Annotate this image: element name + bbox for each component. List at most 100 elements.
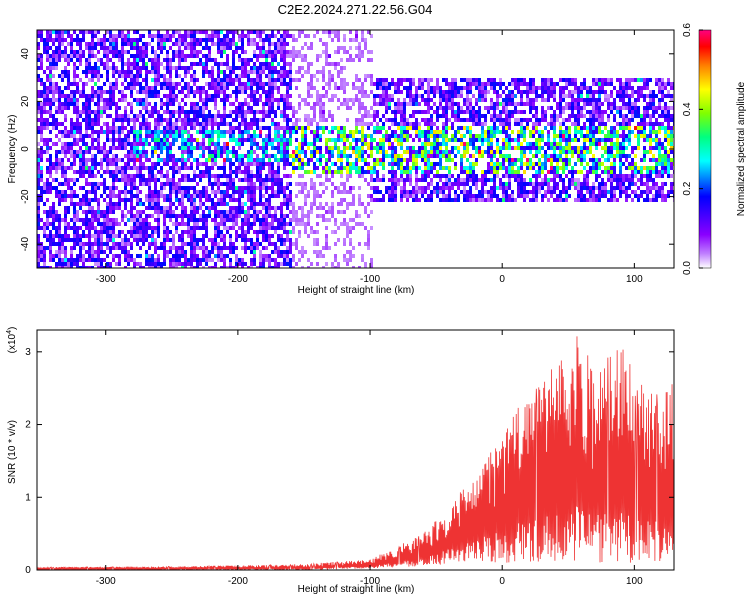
spectrogram-cell — [61, 106, 64, 110]
spectrogram-cell — [88, 170, 91, 174]
spectrogram-cell — [262, 126, 265, 130]
spectrogram-cell — [286, 70, 289, 74]
spectrogram-cell — [91, 34, 94, 38]
spectrogram-cell — [148, 86, 151, 90]
spectrogram-cell — [223, 258, 226, 262]
spectrogram-cell — [58, 58, 61, 62]
spectrogram-cell — [193, 178, 196, 182]
spectrogram-cell — [301, 190, 304, 194]
spectrogram-cell — [163, 186, 166, 190]
spectrogram-cell — [127, 138, 130, 142]
spectrogram-cell — [139, 198, 142, 202]
spectrogram-cell — [121, 54, 124, 58]
spectrogram-cell — [196, 226, 199, 230]
spectrogram-cell — [310, 170, 313, 174]
spectrogram-cell — [43, 46, 46, 50]
spectrogram-cell — [145, 94, 148, 98]
spectrogram-cell — [205, 122, 208, 126]
spectrogram-cell — [136, 50, 139, 54]
spectrogram-cell — [310, 46, 313, 50]
spectrogram-cell — [340, 102, 343, 106]
spectrogram-cell — [205, 98, 208, 102]
spectrogram-cell — [283, 254, 286, 258]
spectrogram-cell — [76, 254, 79, 258]
spectrogram-cell — [142, 238, 145, 242]
spectrogram-cell — [289, 230, 292, 234]
spectrogram-cell — [256, 54, 259, 58]
spectrogram-cell — [70, 134, 73, 138]
spectrogram-cell — [142, 266, 145, 268]
spectrogram-cell — [76, 242, 79, 246]
spectrogram-cell — [121, 238, 124, 242]
spectrogram-cell — [316, 98, 319, 102]
spectrogram-cell — [160, 122, 163, 126]
spectrogram-cell — [229, 246, 232, 250]
spectrogram-cell — [97, 78, 100, 82]
spectrogram-cell — [70, 194, 73, 198]
spectrogram-cell — [217, 178, 220, 182]
spectrogram-cell — [286, 214, 289, 218]
spectrogram-cell — [190, 90, 193, 94]
spectrogram-cell — [187, 114, 190, 118]
spectrogram-cell — [424, 138, 427, 142]
spectrogram-cell — [55, 170, 58, 174]
spectrogram-cell — [139, 90, 142, 94]
spectrogram-cell — [163, 174, 166, 178]
spectrogram-cell — [304, 186, 307, 190]
spectrogram-cell — [340, 210, 343, 214]
spectrogram-cell — [145, 158, 148, 162]
spectrogram-cell — [361, 106, 364, 110]
spectrogram-cell — [88, 118, 91, 122]
spectrogram-cell — [145, 82, 148, 86]
spectrogram-cell — [193, 30, 196, 34]
spectrogram-cell — [40, 146, 43, 150]
spectrogram-cell — [193, 246, 196, 250]
spectrogram-cell — [115, 202, 118, 206]
spectrogram-cell — [346, 106, 349, 110]
spectrogram-cell — [169, 230, 172, 234]
spectrogram-cell — [112, 82, 115, 86]
spectrogram-cell — [289, 74, 292, 78]
spectrogram-cell — [226, 42, 229, 46]
spectrogram-cell — [133, 62, 136, 66]
spectrogram-cell — [193, 110, 196, 114]
spectrogram-cell — [424, 98, 427, 102]
spectrogram-cell — [358, 150, 361, 154]
spectrogram-cell — [91, 42, 94, 46]
spectrogram-cell — [127, 182, 130, 186]
spectrogram-cell — [223, 130, 226, 134]
spectrogram-cell — [274, 86, 277, 90]
spectrogram-cell — [313, 102, 316, 106]
spectrogram-cell — [397, 78, 400, 82]
spectrogram-cell — [430, 166, 433, 170]
spectrogram-cell — [214, 82, 217, 86]
spectrogram-cell — [46, 42, 49, 46]
spectrogram-cell — [199, 62, 202, 66]
spectrogram-cell — [358, 86, 361, 90]
spectrogram-cell — [283, 198, 286, 202]
spectrogram-cell — [172, 170, 175, 174]
spectrogram-cell — [127, 150, 130, 154]
spectrogram-cell — [283, 142, 286, 146]
spectrogram-cell — [376, 78, 379, 82]
spectrogram-cell — [331, 98, 334, 102]
spectrogram-cell — [286, 146, 289, 150]
spectrogram-cell — [70, 254, 73, 258]
spectrogram-cell — [151, 114, 154, 118]
spectrogram-cell — [337, 202, 340, 206]
spectrogram-cell — [235, 42, 238, 46]
spectrogram-cell — [328, 158, 331, 162]
spectrogram-cell — [328, 30, 331, 34]
spectrogram-cell — [145, 194, 148, 198]
spectrogram-cell — [313, 110, 316, 114]
spectrogram-cell — [94, 146, 97, 150]
spectrogram-cell — [79, 46, 82, 50]
spectrogram-cell — [283, 98, 286, 102]
spectrogram-cell — [466, 178, 469, 182]
spectrogram-cell — [106, 62, 109, 66]
spectrogram-cell — [97, 66, 100, 70]
spectrogram-cell — [112, 134, 115, 138]
spectrogram-cell — [364, 178, 367, 182]
spectrogram-cell — [205, 118, 208, 122]
spectrogram-cell — [280, 126, 283, 130]
